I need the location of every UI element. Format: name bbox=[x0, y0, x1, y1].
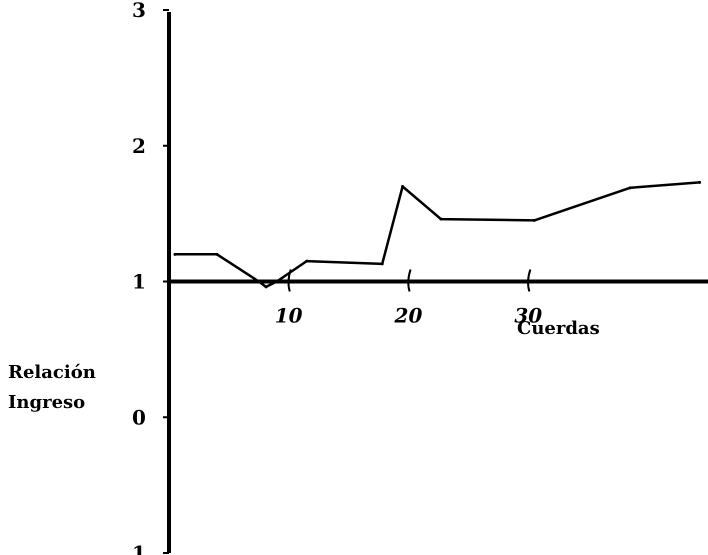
y-ticks: 3 2 1 0 1 bbox=[132, 0, 169, 555]
x-ticks: 10 20 30 bbox=[275, 269, 542, 328]
data-point bbox=[215, 252, 219, 256]
data-point bbox=[532, 218, 536, 222]
x-tick-label: 20 bbox=[394, 304, 423, 328]
x-tick-label: 30 bbox=[514, 304, 542, 328]
x-tick-label: 10 bbox=[275, 304, 303, 328]
y-tick-label: 1 bbox=[132, 270, 146, 294]
data-point bbox=[305, 259, 309, 263]
y-tick-label: 0 bbox=[132, 405, 146, 429]
data-points bbox=[173, 180, 702, 289]
y-tick-label: 2 bbox=[132, 134, 146, 158]
y-tick-label: 1 bbox=[132, 541, 146, 555]
data-point bbox=[401, 184, 405, 188]
data-point bbox=[173, 252, 177, 256]
data-point bbox=[439, 217, 443, 221]
data-point bbox=[698, 180, 702, 184]
data-point bbox=[380, 262, 384, 266]
data-point bbox=[257, 280, 261, 283]
x-axis-title: Cuerdas bbox=[517, 318, 600, 339]
series-line bbox=[175, 181, 700, 289]
data-point bbox=[628, 186, 632, 190]
data-point bbox=[275, 280, 279, 283]
y-axis-title-line-2: Ingreso bbox=[8, 392, 85, 413]
data-point bbox=[264, 285, 268, 289]
y-tick-label: 3 bbox=[132, 0, 146, 22]
y-axis-title-line-1: Relación bbox=[8, 362, 96, 383]
